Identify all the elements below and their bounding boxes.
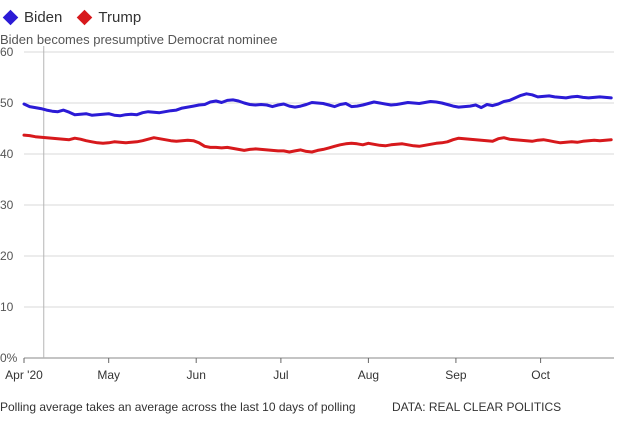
y-tick-label: 10 [0, 300, 14, 314]
y-tick-label: 50 [0, 96, 14, 110]
legend-label-biden: Biden [24, 8, 63, 26]
legend: Biden Trump [2, 7, 155, 27]
x-axis: Apr '20 May Jun Jul Aug Sep Oct [5, 358, 551, 382]
legend-item-biden: Biden [2, 9, 62, 26]
annotation-text: Biden becomes presumptive Democrat nomin… [0, 32, 278, 47]
series-lines [22, 92, 613, 154]
legend-item-trump: Trump [76, 9, 141, 26]
y-axis-ticks: 0% 10 20 30 40 50 60 [0, 45, 18, 365]
y-tick-label: 60 [0, 45, 14, 59]
x-tick-label: May [97, 368, 120, 382]
x-tick-label: Jun [187, 368, 206, 382]
y-tick-label: 0% [0, 351, 18, 365]
y-tick-label: 20 [0, 249, 14, 263]
x-tick-label: Apr '20 [5, 368, 43, 382]
x-tick-label: Aug [358, 368, 379, 382]
x-tick-label: Oct [531, 368, 550, 382]
legend-label-trump: Trump [98, 8, 142, 26]
trump-diamond-icon [77, 9, 93, 25]
x-tick-label: Sep [445, 368, 467, 382]
y-tick-label: 30 [0, 198, 14, 212]
series-line-biden [22, 92, 613, 118]
y-tick-label: 40 [0, 147, 14, 161]
footnote: Polling average takes an average across … [0, 400, 356, 414]
biden-diamond-icon [2, 9, 19, 25]
source-credit: DATA: REAL CLEAR POLITICS [392, 400, 562, 414]
series-line-trump [22, 133, 613, 154]
gridlines [24, 51, 614, 359]
x-tick-label: Jul [273, 368, 288, 382]
